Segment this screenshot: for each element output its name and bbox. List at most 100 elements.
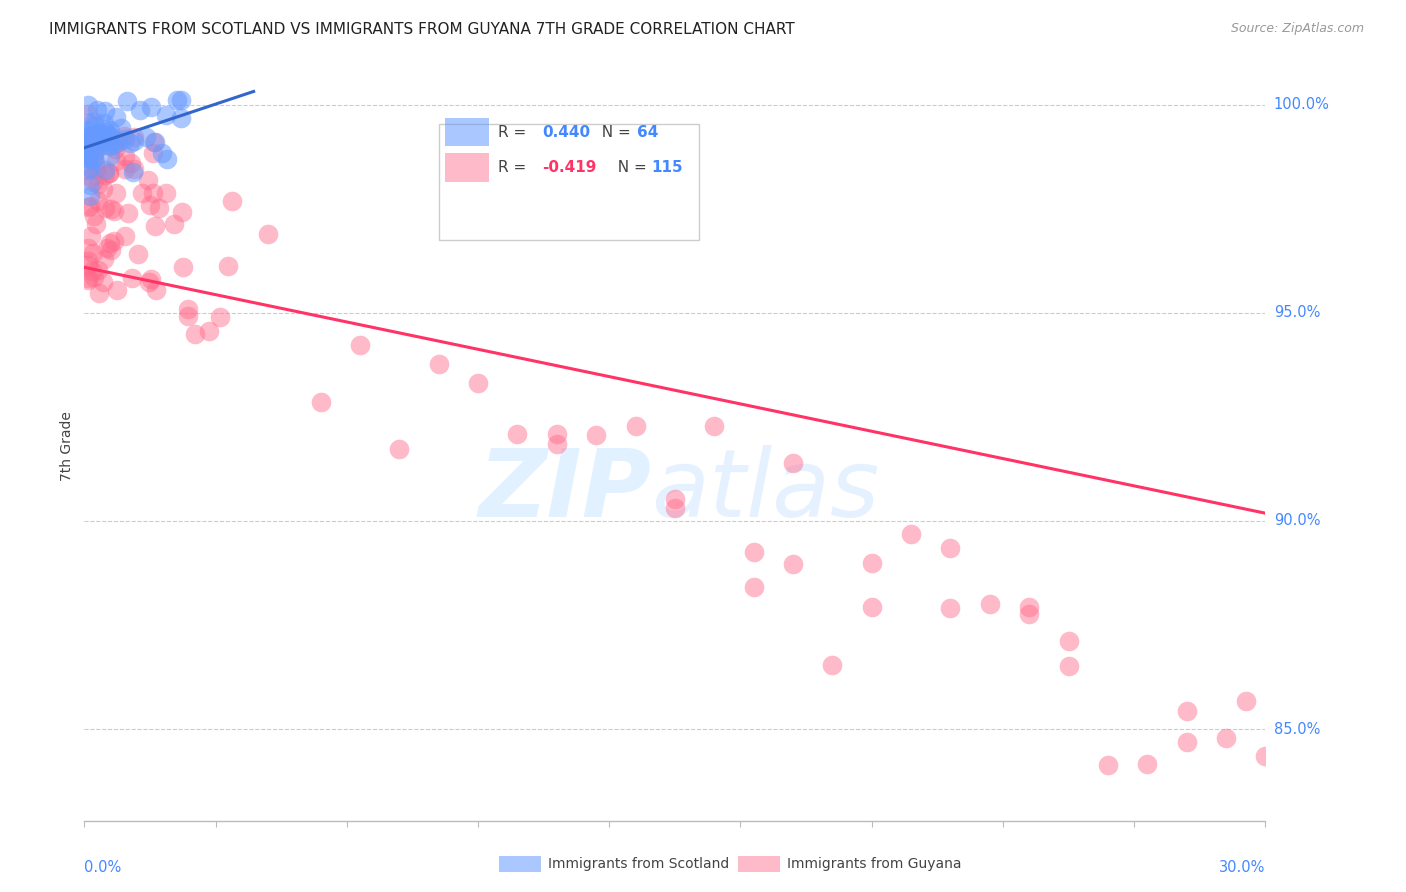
Point — [209, 310, 232, 325]
Point — [100, 243, 122, 257]
Text: Immigrants from Scotland: Immigrants from Scotland — [548, 857, 730, 871]
Point — [96, 241, 118, 255]
Point — [83, 128, 105, 142]
Point — [77, 146, 100, 161]
Point — [112, 128, 135, 143]
Point — [118, 136, 141, 151]
Point — [107, 135, 129, 149]
Point — [1175, 734, 1198, 748]
Text: -0.419: -0.419 — [543, 160, 598, 175]
Text: R =: R = — [498, 160, 531, 175]
Point — [77, 151, 100, 165]
Point — [1234, 694, 1257, 708]
Point — [77, 254, 100, 268]
Point — [103, 136, 125, 151]
Point — [143, 135, 166, 149]
Point — [89, 136, 111, 150]
Point — [91, 122, 114, 136]
Point — [1215, 731, 1237, 745]
Text: N =: N = — [592, 125, 636, 139]
Point — [82, 151, 104, 165]
Point — [939, 601, 962, 615]
Point — [94, 168, 117, 182]
Point — [115, 94, 138, 108]
Text: 30.0%: 30.0% — [1219, 860, 1265, 874]
Point — [139, 198, 162, 212]
Text: 0.440: 0.440 — [543, 125, 591, 139]
Point — [105, 283, 128, 297]
Point — [77, 151, 100, 165]
Text: 85.0%: 85.0% — [1274, 722, 1320, 737]
Point — [86, 217, 108, 231]
Point — [87, 178, 110, 192]
Point — [83, 114, 105, 128]
Point — [77, 98, 100, 112]
Point — [155, 186, 177, 200]
Point — [79, 160, 101, 174]
Point — [77, 258, 100, 272]
Point — [860, 600, 883, 615]
Point — [1097, 757, 1119, 772]
Point — [664, 492, 686, 507]
Point — [114, 149, 136, 163]
Point — [156, 152, 179, 166]
Point — [150, 146, 173, 161]
Point — [77, 140, 100, 154]
Point — [309, 395, 332, 409]
Point — [349, 338, 371, 352]
Point — [198, 324, 221, 338]
Point — [98, 129, 121, 144]
Point — [98, 148, 121, 162]
Point — [939, 541, 962, 556]
Point — [93, 163, 115, 178]
Point — [139, 99, 162, 113]
Point — [77, 142, 100, 156]
Point — [98, 166, 121, 180]
Point — [172, 260, 194, 274]
Point — [782, 456, 804, 470]
Point — [742, 580, 765, 594]
Point — [103, 203, 125, 218]
Point — [782, 558, 804, 572]
Point — [138, 275, 160, 289]
Point — [105, 110, 128, 124]
Point — [87, 129, 110, 144]
Point — [77, 241, 100, 255]
Point — [77, 136, 100, 150]
Point — [114, 131, 136, 145]
Text: Immigrants from Guyana: Immigrants from Guyana — [787, 857, 962, 871]
Point — [122, 162, 145, 177]
Point — [546, 437, 568, 451]
Point — [83, 153, 105, 167]
Point — [98, 129, 121, 144]
Point — [84, 161, 107, 176]
Point — [114, 161, 136, 176]
Point — [90, 134, 112, 148]
Point — [742, 545, 765, 559]
Point — [86, 128, 108, 142]
Point — [91, 276, 114, 290]
Point — [83, 145, 105, 160]
Point — [82, 246, 104, 260]
Point — [79, 128, 101, 143]
Point — [117, 206, 139, 220]
Point — [145, 283, 167, 297]
Point — [83, 119, 105, 133]
Point — [79, 189, 101, 203]
Point — [139, 272, 162, 286]
Point — [77, 124, 100, 138]
Point — [84, 131, 107, 145]
Text: atlas: atlas — [651, 445, 880, 536]
Point — [1057, 659, 1080, 673]
Text: 90.0%: 90.0% — [1274, 514, 1320, 528]
Point — [103, 234, 125, 248]
Point — [585, 428, 607, 442]
Point — [183, 326, 205, 341]
Point — [1136, 757, 1159, 772]
Point — [1018, 607, 1040, 621]
Point — [91, 182, 114, 196]
Point — [1175, 704, 1198, 718]
Point — [120, 156, 142, 170]
Point — [1057, 634, 1080, 648]
Point — [177, 302, 200, 317]
